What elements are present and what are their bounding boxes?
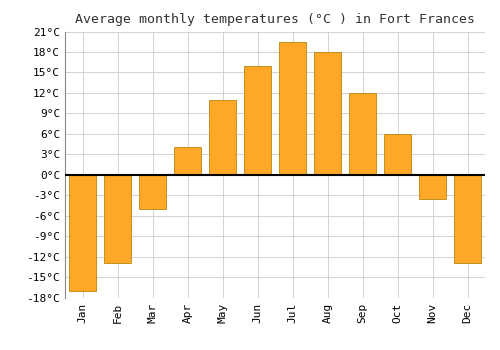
Bar (384, 134, 410, 175)
Bar (314, 52, 340, 175)
Title: Average monthly temperatures (°C ) in Fort Frances: Average monthly temperatures (°C ) in Fo… (75, 13, 475, 26)
Bar (280, 42, 305, 175)
Bar (420, 175, 446, 198)
Bar (174, 147, 201, 175)
Bar (70, 175, 96, 291)
Bar (244, 65, 270, 175)
Bar (454, 175, 480, 264)
Bar (140, 175, 166, 209)
Bar (104, 175, 130, 264)
Bar (210, 100, 236, 175)
Bar (350, 93, 376, 175)
